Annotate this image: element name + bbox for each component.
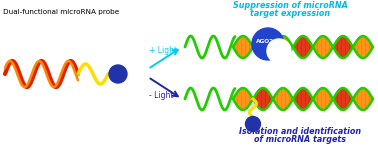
Text: + Light: + Light (149, 46, 177, 55)
Circle shape (109, 65, 127, 83)
Text: Suppression of microRNA: Suppression of microRNA (232, 1, 347, 10)
Circle shape (245, 117, 260, 131)
Text: of microRNA targets: of microRNA targets (254, 135, 346, 144)
Circle shape (267, 39, 291, 63)
Text: target expression: target expression (250, 9, 330, 18)
Text: - Light: - Light (149, 91, 174, 100)
Text: Isolation and identification: Isolation and identification (239, 127, 361, 136)
Text: Dual-functional microRNA probe: Dual-functional microRNA probe (3, 9, 119, 15)
Circle shape (252, 28, 284, 60)
Text: AGO2: AGO2 (256, 38, 274, 44)
